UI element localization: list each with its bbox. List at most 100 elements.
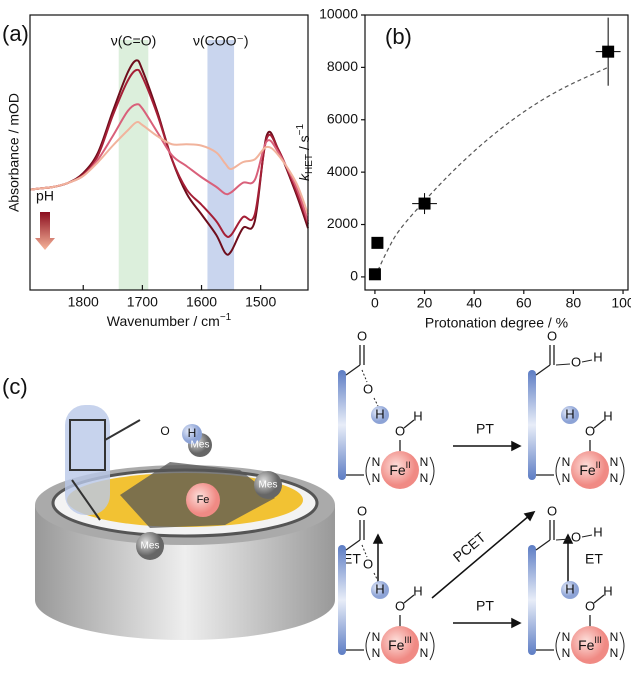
plot-frame — [364, 14, 629, 291]
atom-label: N — [420, 646, 429, 660]
y-tick-label: 2000 — [327, 215, 358, 231]
fit-line — [374, 66, 609, 278]
x-label-sup: −1 — [220, 312, 232, 323]
proton — [371, 406, 389, 424]
atom-label: O — [571, 529, 581, 544]
metal — [381, 626, 419, 664]
atom-label: O — [395, 598, 405, 613]
proton — [561, 406, 579, 424]
mes-label: Mes — [259, 480, 278, 491]
atom-label: O — [571, 354, 581, 369]
plot-frame — [29, 14, 309, 291]
atom-label: N — [420, 471, 429, 485]
metal-label: FeIII — [578, 635, 602, 652]
bond — [555, 534, 593, 541]
data-point — [368, 268, 381, 281]
h-bond — [361, 369, 379, 407]
atom-label: N — [372, 630, 381, 644]
atom-label: N — [420, 630, 429, 644]
atom-label: N — [420, 455, 429, 469]
ph-label: pH — [36, 188, 54, 204]
band-label: ν(COO⁻) — [193, 33, 249, 49]
atom-label: N — [562, 630, 571, 644]
metal: Fe — [578, 637, 595, 653]
surface-bar — [528, 370, 536, 480]
surface-bar — [528, 545, 536, 655]
atom-label: O — [547, 328, 557, 343]
atom-label: N — [562, 471, 571, 485]
atom-label: H — [413, 583, 422, 598]
arrow-label: ET — [585, 551, 603, 567]
atom-label: O — [357, 503, 367, 518]
atom-label: H — [593, 524, 602, 539]
atom-label: H — [375, 581, 384, 596]
panel-label: (b) — [385, 24, 412, 49]
arrow-label: PCET — [450, 529, 489, 566]
atom-label: H — [565, 581, 574, 596]
atom-label: O — [547, 503, 557, 518]
metal-label: FeII — [389, 460, 410, 477]
data-point — [418, 197, 431, 210]
brackets — [365, 456, 435, 486]
y-tick-label: 4000 — [327, 163, 358, 179]
ox-state: II — [596, 460, 601, 470]
arrow-label: ET — [343, 551, 361, 567]
panel-label: (a) — [2, 21, 29, 46]
x-tick-label: 100 — [611, 295, 631, 311]
ph-arrow — [35, 212, 55, 250]
atom-label: N — [610, 646, 619, 660]
x-tick-label: 40 — [466, 295, 482, 311]
arrow-label: PT — [476, 421, 494, 437]
bonds — [345, 345, 415, 476]
y-label-sub: HET — [304, 154, 315, 174]
atom-label: N — [610, 455, 619, 469]
bonds — [535, 345, 605, 476]
band-label: ν(C=O) — [111, 33, 157, 49]
atom-label: H — [603, 408, 612, 423]
spectrum — [29, 59, 309, 256]
bonds — [535, 520, 605, 651]
surface-bar — [338, 370, 346, 480]
metal — [571, 451, 609, 489]
band — [207, 40, 235, 290]
electrode-illustration — [35, 405, 335, 640]
atom-label: N — [562, 455, 571, 469]
x-tick-label: 1500 — [245, 294, 276, 310]
brackets — [555, 456, 625, 486]
atom-label: N — [610, 630, 619, 644]
spectrum — [29, 120, 309, 215]
metal: Fe — [579, 462, 596, 478]
ox-state: II — [406, 460, 411, 470]
panel-label: (c) — [2, 374, 28, 399]
atom-label: O — [363, 556, 373, 571]
x-tick-label: 20 — [417, 295, 433, 311]
atom-label: H — [565, 406, 574, 421]
metal-label: FeIII — [388, 635, 412, 652]
metal-label: FeII — [579, 460, 600, 477]
metal: Fe — [389, 462, 406, 478]
atom-label: N — [372, 455, 381, 469]
atom-h: H — [188, 426, 197, 440]
x-tick-label: 1700 — [127, 294, 158, 310]
atom-label: H — [593, 349, 602, 364]
brackets — [365, 631, 435, 661]
x-tick-label: 1600 — [186, 294, 217, 310]
surface-bar — [338, 545, 346, 655]
atom-label: N — [562, 646, 571, 660]
bonds — [345, 520, 415, 651]
data-point — [371, 236, 384, 249]
y-tick-label: 8000 — [327, 58, 358, 74]
ox-state: III — [404, 635, 412, 645]
atom-label: O — [585, 598, 595, 613]
y-label-k: k — [296, 173, 312, 181]
y-axis-label: kHET / s−1 — [295, 124, 315, 182]
atom-label: N — [372, 471, 381, 485]
spectrum — [29, 68, 309, 238]
x-label-main: Wavenumber / cm — [107, 313, 220, 329]
x-tick-label: 1800 — [68, 294, 99, 310]
atom-o: O — [160, 424, 169, 438]
x-tick-label: 0 — [371, 295, 379, 311]
